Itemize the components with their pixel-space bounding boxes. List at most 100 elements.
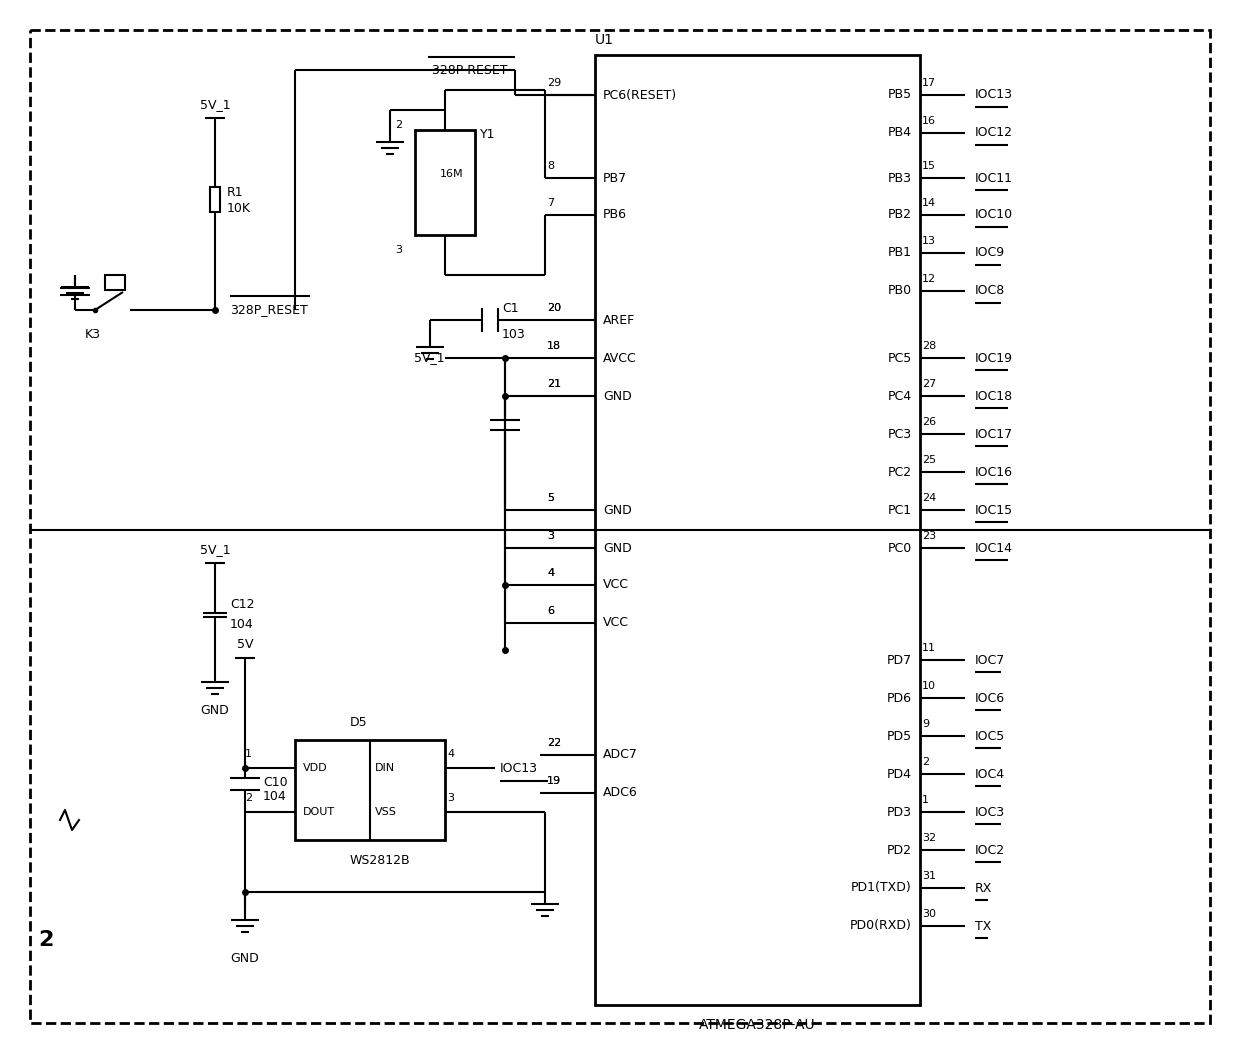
Text: 17: 17 <box>923 78 936 88</box>
Text: ATMEGA328P-AU: ATMEGA328P-AU <box>698 1018 816 1032</box>
Text: 11: 11 <box>923 643 936 653</box>
Text: 23: 23 <box>923 531 936 541</box>
Text: 26: 26 <box>923 417 936 428</box>
Text: IOC19: IOC19 <box>975 352 1013 364</box>
Text: PB1: PB1 <box>888 246 911 259</box>
Text: VSS: VSS <box>374 807 397 817</box>
Text: VCC: VCC <box>603 616 629 630</box>
Text: 16M: 16M <box>440 168 464 179</box>
Text: PB7: PB7 <box>603 172 627 184</box>
Text: 9: 9 <box>923 719 929 729</box>
Text: 5V: 5V <box>237 638 253 652</box>
Text: VCC: VCC <box>603 578 629 592</box>
Text: PD1(TXD): PD1(TXD) <box>851 881 911 894</box>
Text: 30: 30 <box>923 909 936 919</box>
Bar <box>210 187 219 212</box>
Text: AVCC: AVCC <box>603 352 637 364</box>
Text: 2: 2 <box>396 120 402 130</box>
Text: 3: 3 <box>547 531 554 541</box>
Text: PB5: PB5 <box>888 88 911 101</box>
Bar <box>415 130 475 235</box>
Text: DOUT: DOUT <box>303 807 335 817</box>
Text: 3: 3 <box>547 531 554 541</box>
Bar <box>105 275 125 290</box>
Text: D5: D5 <box>350 715 367 729</box>
Text: IOC14: IOC14 <box>975 541 1013 555</box>
Text: R1: R1 <box>227 185 243 199</box>
Text: 7: 7 <box>547 198 554 208</box>
Text: PC0: PC0 <box>888 541 911 555</box>
Text: 27: 27 <box>923 379 936 389</box>
Text: IOC17: IOC17 <box>975 428 1013 440</box>
Text: IOC6: IOC6 <box>975 692 1006 704</box>
Text: PB2: PB2 <box>888 208 911 221</box>
Text: PD4: PD4 <box>887 768 911 780</box>
Text: IOC7: IOC7 <box>975 654 1006 667</box>
Text: C1: C1 <box>502 301 518 315</box>
Text: 5V_1: 5V_1 <box>200 99 231 112</box>
Text: ADC7: ADC7 <box>603 749 637 761</box>
Text: PD5: PD5 <box>887 730 911 742</box>
Text: 16: 16 <box>923 116 936 126</box>
Text: IOC3: IOC3 <box>975 806 1006 818</box>
Text: IOC15: IOC15 <box>975 503 1013 517</box>
Text: PD0(RXD): PD0(RXD) <box>851 919 911 933</box>
Text: 104: 104 <box>229 618 254 632</box>
Text: 5: 5 <box>547 493 554 503</box>
Text: 10K: 10K <box>227 201 250 215</box>
Text: 1: 1 <box>923 795 929 804</box>
Text: PC3: PC3 <box>888 428 911 440</box>
Text: 5V_1: 5V_1 <box>200 543 231 556</box>
Text: PC5: PC5 <box>888 352 911 364</box>
Text: 29: 29 <box>547 78 562 88</box>
Text: IOC8: IOC8 <box>975 284 1006 298</box>
Text: 4: 4 <box>446 749 454 759</box>
Text: C12: C12 <box>229 598 254 612</box>
Text: IOC13: IOC13 <box>975 88 1013 101</box>
Text: WS2812B: WS2812B <box>350 854 410 867</box>
Text: 5: 5 <box>547 493 554 503</box>
Text: GND: GND <box>603 541 631 555</box>
Text: 2: 2 <box>246 793 252 803</box>
Text: 5V_1: 5V_1 <box>414 352 445 364</box>
Text: PD7: PD7 <box>887 654 911 667</box>
Text: 10: 10 <box>923 681 936 691</box>
Text: 21: 21 <box>547 379 562 389</box>
Text: IOC12: IOC12 <box>975 126 1013 139</box>
Text: 15: 15 <box>923 161 936 171</box>
Text: IOC4: IOC4 <box>975 768 1006 780</box>
Text: GND: GND <box>603 503 631 517</box>
Text: 19: 19 <box>547 776 562 786</box>
Text: IOC2: IOC2 <box>975 843 1006 856</box>
Text: 28: 28 <box>923 341 936 351</box>
Text: PC6(RESET): PC6(RESET) <box>603 88 677 101</box>
Text: 4: 4 <box>547 568 554 578</box>
Text: IOC5: IOC5 <box>975 730 1006 742</box>
Text: 328P RESET: 328P RESET <box>433 63 507 77</box>
Text: TX: TX <box>975 919 991 933</box>
Text: DIN: DIN <box>374 763 396 773</box>
Text: C10: C10 <box>263 775 288 789</box>
Text: 12: 12 <box>923 274 936 284</box>
Text: 31: 31 <box>923 871 936 881</box>
Text: 20: 20 <box>547 303 562 313</box>
Text: PB3: PB3 <box>888 172 911 184</box>
Text: IOC9: IOC9 <box>975 246 1006 259</box>
Text: 18: 18 <box>547 341 562 351</box>
Text: ADC6: ADC6 <box>603 787 637 799</box>
Text: U1: U1 <box>595 33 614 47</box>
Text: 2: 2 <box>923 757 929 767</box>
Bar <box>295 740 445 840</box>
Text: PB0: PB0 <box>888 284 911 298</box>
Text: 3: 3 <box>446 793 454 803</box>
Text: Y1: Y1 <box>480 128 496 141</box>
Text: 6: 6 <box>547 605 554 616</box>
Text: VDD: VDD <box>303 763 327 773</box>
Text: PB4: PB4 <box>888 126 911 139</box>
Text: 24: 24 <box>923 493 936 503</box>
Text: 328P_RESET: 328P_RESET <box>229 303 308 317</box>
Text: 2: 2 <box>38 930 53 950</box>
Text: PC1: PC1 <box>888 503 911 517</box>
Text: RX: RX <box>975 881 992 894</box>
Text: 8: 8 <box>547 161 554 171</box>
